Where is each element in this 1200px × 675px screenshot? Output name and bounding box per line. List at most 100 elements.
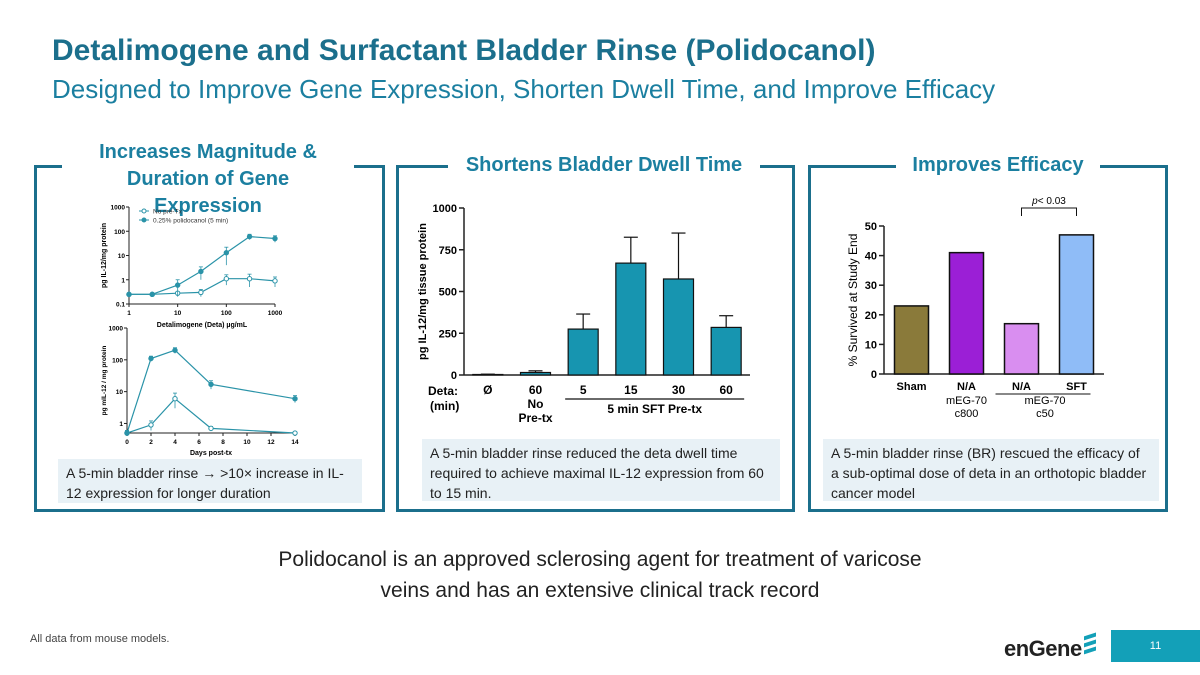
x-tick-label: 60 bbox=[529, 383, 543, 397]
bar bbox=[662, 278, 695, 376]
bar bbox=[1003, 322, 1040, 375]
group-label: c50 bbox=[1036, 408, 1054, 420]
y-tick-label: 0 bbox=[871, 369, 877, 381]
x-tick-label: 12 bbox=[267, 439, 275, 446]
y-tick-label: 10 bbox=[116, 389, 124, 396]
bar bbox=[567, 328, 599, 376]
data-point bbox=[174, 282, 181, 288]
x-tick-label: N/A bbox=[957, 381, 976, 393]
significance-label: p< 0.03 bbox=[1031, 196, 1066, 207]
arrow-right-icon: → bbox=[202, 465, 217, 481]
x-tick-label: Ø bbox=[483, 383, 492, 397]
group-label: 5 min SFT Pre-tx bbox=[607, 402, 702, 416]
group-label: No bbox=[528, 397, 544, 411]
group-label: c800 bbox=[955, 408, 979, 420]
x-tick-label: 15 bbox=[624, 383, 638, 397]
x-tick-label: SFT bbox=[1066, 381, 1087, 393]
panel-title-line1: Increases Magnitude & bbox=[99, 141, 317, 163]
bar bbox=[1058, 234, 1095, 375]
x-tick-label: 0 bbox=[125, 439, 129, 446]
y-tick-label: 1000 bbox=[433, 203, 457, 215]
engene-logo: enGene bbox=[1004, 636, 1082, 661]
panel-dwell-time-title: Shortens Bladder Dwell Time bbox=[448, 152, 760, 179]
data-point bbox=[292, 395, 298, 402]
data-point bbox=[124, 430, 130, 436]
data-point bbox=[223, 250, 230, 256]
x-prefix-label: Deta: bbox=[428, 384, 458, 398]
y-axis-label: pg IL-12/mg tissue protein bbox=[417, 223, 429, 360]
bar bbox=[615, 262, 647, 376]
x-prefix-label: (min) bbox=[430, 399, 459, 413]
data-point bbox=[292, 430, 298, 436]
x-tick-label: 60 bbox=[719, 383, 733, 397]
y-tick-label: 0.1 bbox=[116, 302, 125, 309]
time-course-chart: 1 10 100 1000 0 2 4 6 8 10 12 14 Days post-tx pg mIL-… bbox=[101, 326, 299, 458]
survival-bar-chart: 0 10 20 30 40 50 % Survived at Study End Sham N/… bbox=[846, 196, 1104, 420]
x-tick-label: N/A bbox=[1012, 381, 1031, 393]
series-line bbox=[129, 235, 276, 295]
y-tick-label: 500 bbox=[439, 287, 457, 299]
bar bbox=[948, 251, 985, 375]
data-point bbox=[272, 278, 278, 284]
data-point bbox=[126, 291, 132, 298]
y-tick-label: 100 bbox=[112, 357, 123, 364]
y-tick-label: 30 bbox=[865, 280, 877, 292]
polidocanol-statement: Polidocanol is an approved sclerosing ag… bbox=[180, 544, 1020, 606]
caption-text-part1: A 5-min bladder rinse bbox=[66, 465, 203, 481]
y-tick-label: 50 bbox=[865, 221, 877, 233]
statement-line2: veins and has an extensive clinical trac… bbox=[380, 579, 820, 602]
panel-dwell-time-caption: A 5-min bladder rinse reduced the deta d… bbox=[422, 439, 780, 501]
group-label: mEG-70 bbox=[1025, 395, 1066, 407]
data-point bbox=[172, 395, 178, 402]
caption-text-part2: >10× increase in IL-12 expression for lo… bbox=[66, 465, 344, 501]
x-axis-label: Days post-tx bbox=[190, 450, 232, 457]
y-tick-label: 1000 bbox=[111, 205, 126, 212]
slide-subtitle: Designed to Improve Gene Expression, Sho… bbox=[52, 74, 996, 104]
y-tick-label: 1000 bbox=[109, 326, 124, 333]
y-axis-label: % Survived at Study End bbox=[846, 234, 860, 367]
panel-gene-expression-caption: A 5-min bladder rinse → >10× increase in… bbox=[58, 459, 362, 503]
y-tick-label: 40 bbox=[865, 251, 877, 263]
y-tick-label: 100 bbox=[114, 229, 125, 236]
x-tick-label: 5 bbox=[580, 383, 587, 397]
panel-efficacy-title: Improves Efficacy bbox=[896, 152, 1100, 179]
x-tick-label: 2 bbox=[149, 439, 153, 446]
x-tick-label: 8 bbox=[221, 439, 225, 446]
y-axis-label: pg IL-12/mg protein bbox=[101, 223, 108, 288]
bar bbox=[519, 371, 552, 376]
legend-label: 0.25% polidocanol (5 min) bbox=[153, 217, 228, 224]
data-point bbox=[246, 233, 253, 240]
y-tick-label: 0 bbox=[451, 370, 457, 382]
data-point bbox=[148, 422, 154, 428]
significance-bracket bbox=[1021, 207, 1077, 216]
data-point bbox=[172, 347, 178, 353]
logo-bars-icon bbox=[1084, 632, 1096, 655]
y-tick-label: 750 bbox=[439, 245, 457, 257]
group-label: mEG-70 bbox=[946, 395, 987, 407]
legend-marker bbox=[141, 217, 147, 223]
x-tick-label: 1000 bbox=[268, 310, 283, 317]
bar bbox=[893, 305, 930, 375]
statement-line1: Polidocanol is an approved sclerosing ag… bbox=[278, 548, 922, 571]
x-tick-label: 4 bbox=[173, 439, 177, 446]
y-tick-label: 1 bbox=[121, 277, 125, 284]
group-label: Pre-tx bbox=[518, 411, 552, 425]
x-tick-label: 30 bbox=[672, 383, 686, 397]
panel-gene-expression-title: Increases Magnitude & Duration of Gene E… bbox=[62, 139, 354, 220]
y-tick-label: 10 bbox=[865, 339, 877, 351]
x-tick-label: 10 bbox=[174, 310, 182, 317]
y-tick-label: 1 bbox=[119, 421, 123, 428]
x-tick-label: 100 bbox=[221, 310, 232, 317]
data-point bbox=[223, 276, 230, 282]
data-point bbox=[148, 355, 154, 362]
dwell-time-bar-chart: 0 250 500 750 1000 pg IL-12/mg tissue protein… bbox=[417, 203, 750, 425]
bar bbox=[710, 326, 742, 376]
data-point bbox=[208, 381, 214, 388]
x-tick-label: 10 bbox=[243, 439, 251, 446]
data-point bbox=[208, 425, 214, 432]
data-point bbox=[246, 276, 253, 282]
y-tick-label: 10 bbox=[118, 253, 126, 260]
y-tick-label: 20 bbox=[865, 310, 877, 322]
footnote: All data from mouse models. bbox=[30, 633, 170, 645]
